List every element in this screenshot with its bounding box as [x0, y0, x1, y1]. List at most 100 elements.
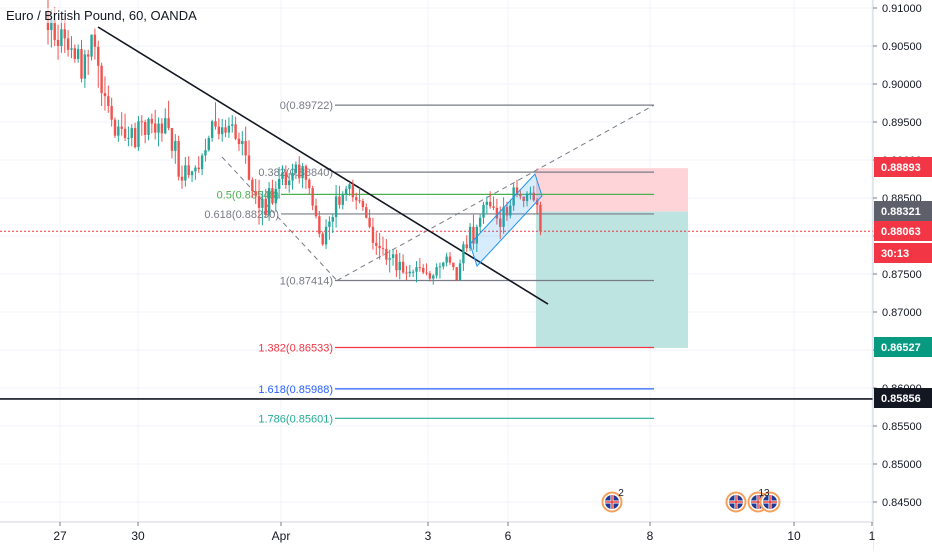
- candle-body: [150, 118, 154, 124]
- candle-body: [140, 121, 143, 123]
- candle-body: [432, 275, 435, 279]
- candle-body: [328, 221, 331, 227]
- parallel-channel[interactable]: [469, 173, 543, 267]
- candle-body: [187, 165, 190, 176]
- candle-body: [489, 201, 492, 207]
- candle-body: [210, 121, 214, 138]
- candle-body: [405, 272, 408, 274]
- candle-body: [324, 226, 328, 245]
- candle-body: [133, 128, 137, 148]
- time-axis[interactable]: 27 30 Apr 3 6 8 10 1: [0, 521, 876, 550]
- price-badge[interactable]: [874, 157, 932, 177]
- candle-body: [180, 176, 184, 181]
- fib-level-label: 1.382(0.86533): [258, 342, 333, 354]
- event-markers[interactable]: 2 13: [601, 488, 781, 513]
- candle-body: [76, 49, 80, 59]
- candle-body: [428, 273, 432, 279]
- candle-body: [177, 141, 180, 177]
- price-tick-label: 0.90500: [882, 41, 922, 53]
- candle-body: [56, 39, 60, 46]
- candle-body: [284, 172, 288, 186]
- candle-body: [445, 256, 448, 263]
- price-badge-label: 30:13: [881, 248, 909, 260]
- uk-flag-icon[interactable]: [601, 491, 623, 513]
- candle-body: [110, 106, 113, 120]
- candle-body: [231, 124, 234, 126]
- candle-body: [288, 180, 291, 186]
- candle-body: [80, 49, 83, 79]
- candle-body: [271, 188, 274, 204]
- candle-body: [247, 155, 251, 180]
- price-tick-label: 0.85000: [882, 459, 922, 471]
- price-axis[interactable]: 0.910000.905000.900000.895000.890000.885…: [872, 0, 932, 550]
- candle-body: [130, 128, 133, 138]
- price-tick-label: 0.85500: [882, 421, 922, 433]
- candle-body: [351, 184, 355, 198]
- downtrend-line[interactable]: [97, 26, 549, 305]
- candle-body: [495, 207, 499, 219]
- price-badge[interactable]: [874, 243, 932, 263]
- candle-body: [294, 164, 298, 173]
- candle-body: [147, 118, 150, 135]
- candle-body: [408, 271, 411, 274]
- uk-flag-icon[interactable]: [759, 491, 781, 513]
- price-badge[interactable]: [874, 388, 932, 408]
- fib-level-label: 0.618(0.88290): [204, 209, 279, 221]
- candle-body: [304, 166, 308, 180]
- candles: [46, 0, 542, 285]
- price-badge[interactable]: [874, 337, 932, 357]
- candle-body: [204, 150, 207, 156]
- candle-body: [170, 128, 174, 151]
- price-badge[interactable]: [874, 201, 932, 221]
- candle-body: [411, 271, 415, 273]
- price-badge-label: 0.88063: [881, 226, 921, 238]
- fib-trend-dashed-line[interactable]: [221, 156, 338, 281]
- candle-body: [301, 166, 304, 179]
- candle-body: [401, 261, 405, 273]
- candle-body: [321, 233, 324, 245]
- uk-flag-icon[interactable]: [725, 491, 747, 513]
- candle-body: [509, 205, 512, 216]
- price-badge-label: 0.88893: [881, 162, 921, 174]
- time-tick-label: 3: [425, 529, 432, 543]
- candle-body: [515, 187, 519, 195]
- candle-body: [164, 118, 167, 134]
- channel-band[interactable]: [469, 173, 543, 267]
- candle-body: [207, 137, 210, 151]
- candle-body: [298, 164, 301, 179]
- fib-extension[interactable]: 0(0.89722)0.382(0.88840)0.5(0.88548)0.61…: [204, 100, 654, 425]
- candle-body: [391, 254, 395, 259]
- fib-trend-dashed-line[interactable]: [336, 104, 655, 281]
- candle-body: [344, 188, 348, 195]
- candle-body: [221, 127, 224, 135]
- candle-body: [167, 118, 170, 129]
- candle-body: [375, 242, 378, 246]
- candle-body: [143, 122, 147, 135]
- candle-body: [505, 207, 509, 216]
- time-tick-label: 6: [505, 529, 512, 543]
- candle-body: [398, 261, 401, 271]
- position-zones: [536, 168, 688, 348]
- take-profit-zone[interactable]: [536, 211, 688, 348]
- price-badge[interactable]: [874, 221, 932, 241]
- event-count: 2: [618, 488, 624, 499]
- candle-body: [261, 198, 264, 208]
- candle-body: [194, 167, 197, 172]
- candle-body: [227, 125, 231, 133]
- candle-body: [234, 124, 237, 139]
- stop-loss-zone[interactable]: [536, 168, 688, 212]
- price-tick-label: 0.89500: [882, 117, 922, 129]
- fib-level-label: 1.618(0.85988): [258, 384, 333, 396]
- candle-body: [452, 262, 455, 268]
- candle-body: [522, 196, 525, 202]
- candle-body: [418, 267, 422, 269]
- candle-body: [539, 204, 542, 232]
- candle-body: [267, 188, 271, 215]
- drawing-lines[interactable]: [0, 26, 873, 400]
- candle-body: [532, 192, 535, 201]
- candle-body: [519, 194, 522, 197]
- candle-body: [117, 126, 120, 136]
- candle-body: [50, 19, 53, 31]
